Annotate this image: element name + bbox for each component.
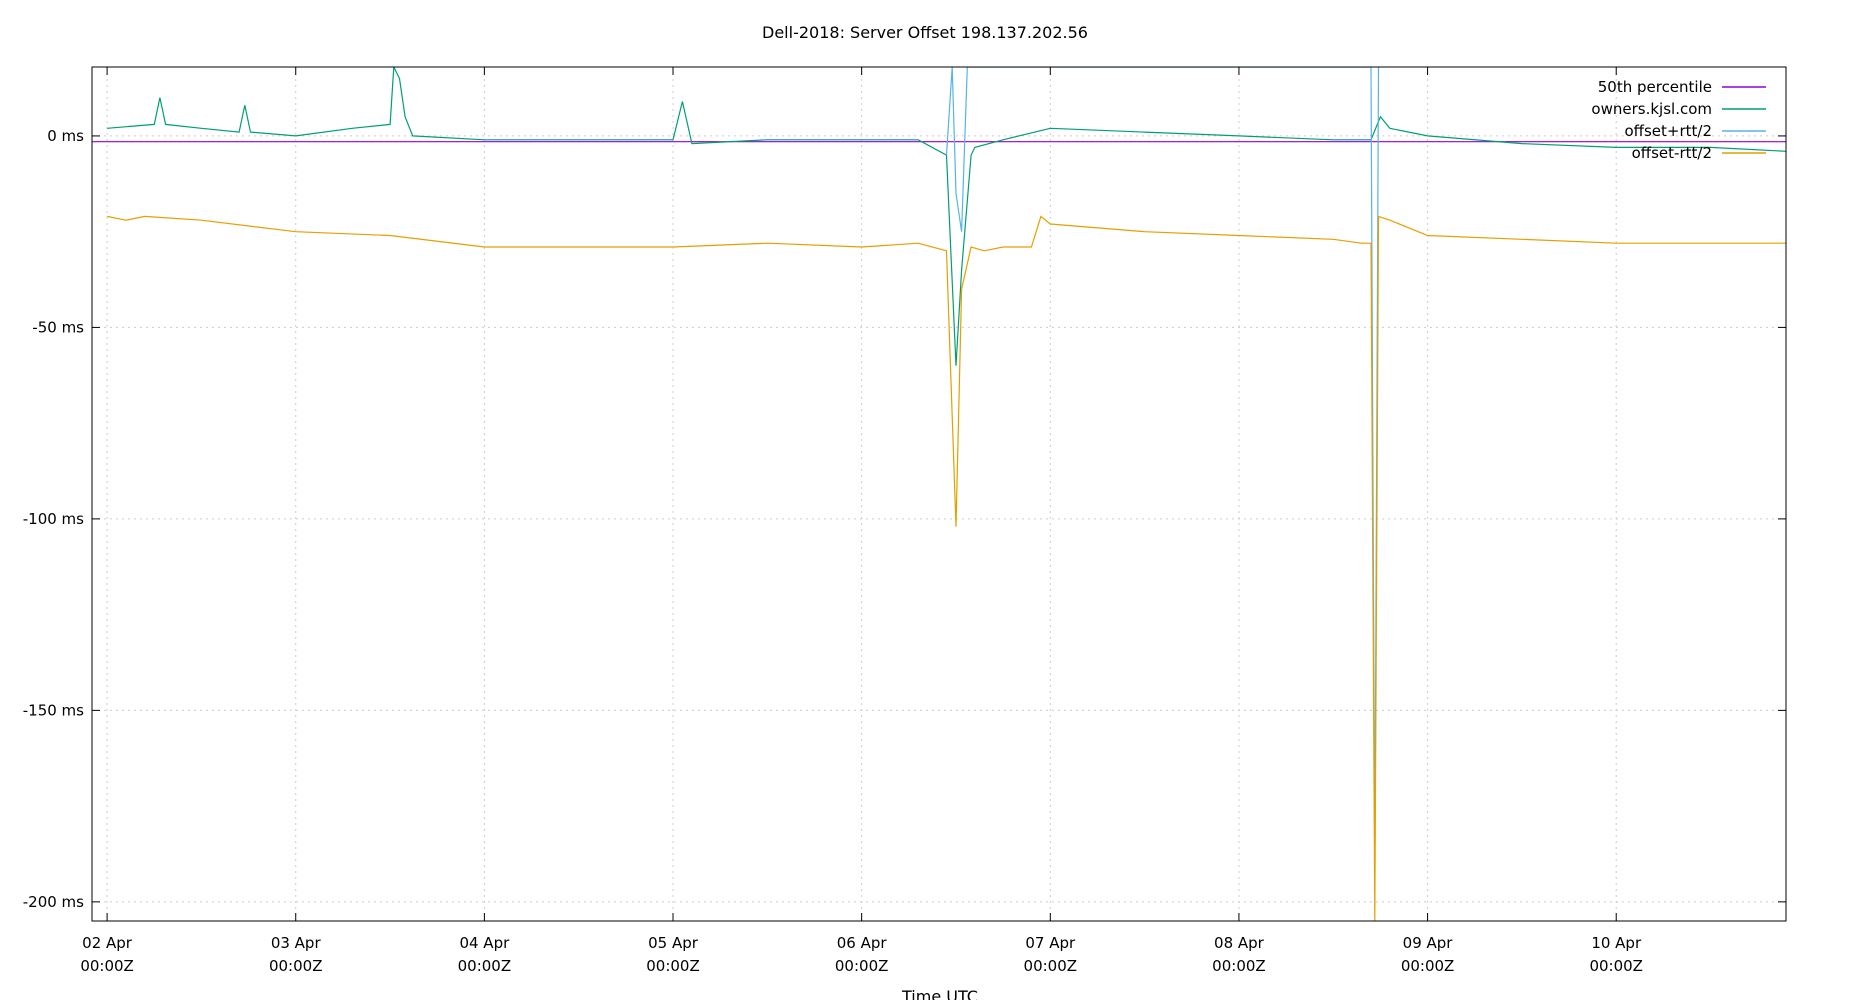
y-tick-label: -150 ms	[23, 701, 84, 719]
legend: 50th percentile owners.kjsl.com offset+rtt…	[1591, 78, 1766, 162]
x-tick-label-date: 04 Apr	[459, 934, 510, 952]
x-tick-label-date: 07 Apr	[1025, 934, 1076, 952]
x-tick-label-time: 00:00Z	[835, 957, 889, 975]
x-axis-ticks: 02 Apr 00:00Z 03 Apr 00:00Z 04 Apr 00:00Z 05 A…	[80, 67, 1643, 975]
x-axis-label: Time UTC	[901, 987, 978, 1000]
y-tick-label: -100 ms	[23, 510, 84, 528]
series-line-offset-rtt-2	[106, 215, 1786, 921]
x-tick-label-time: 00:00Z	[80, 957, 134, 975]
y-axis-ticks: 0 ms -50 ms -100 ms -150 ms -200 ms	[23, 127, 1786, 911]
legend-label: offset+rtt/2	[1624, 122, 1712, 140]
x-tick-label-date: 10 Apr	[1591, 934, 1642, 952]
x-tick-label-time: 00:00Z	[1589, 957, 1643, 975]
x-tick-label-time: 00:00Z	[646, 957, 700, 975]
x-tick-label-time: 00:00Z	[269, 957, 323, 975]
x-tick-label-time: 00:00Z	[1212, 957, 1266, 975]
y-tick-label: 0 ms	[47, 127, 84, 145]
legend-label: offset-rtt/2	[1632, 144, 1712, 162]
x-tick-label-date: 03 Apr	[271, 934, 322, 952]
y-tick-label: -200 ms	[23, 893, 84, 911]
x-tick-label-time: 00:00Z	[1401, 957, 1455, 975]
series-lines	[92, 67, 1786, 921]
y-tick-label: -50 ms	[32, 318, 84, 336]
x-tick-label-date: 08 Apr	[1214, 934, 1265, 952]
legend-label: owners.kjsl.com	[1591, 100, 1712, 118]
series-line-owners-kjsl-com	[107, 67, 1786, 366]
x-tick-label-time: 00:00Z	[458, 957, 512, 975]
x-tick-label-time: 00:00Z	[1024, 957, 1078, 975]
x-tick-label-date: 02 Apr	[82, 934, 133, 952]
x-tick-label-date: 05 Apr	[648, 934, 699, 952]
chart-title: Dell-2018: Server Offset 198.137.202.56	[762, 23, 1088, 42]
legend-label: 50th percentile	[1598, 78, 1712, 96]
x-tick-label-date: 09 Apr	[1403, 934, 1454, 952]
x-tick-label-date: 06 Apr	[837, 934, 888, 952]
series-line-offset-rtt-2	[945, 67, 1380, 864]
grid-lines	[92, 67, 1786, 921]
plot-frame	[91, 66, 1787, 922]
